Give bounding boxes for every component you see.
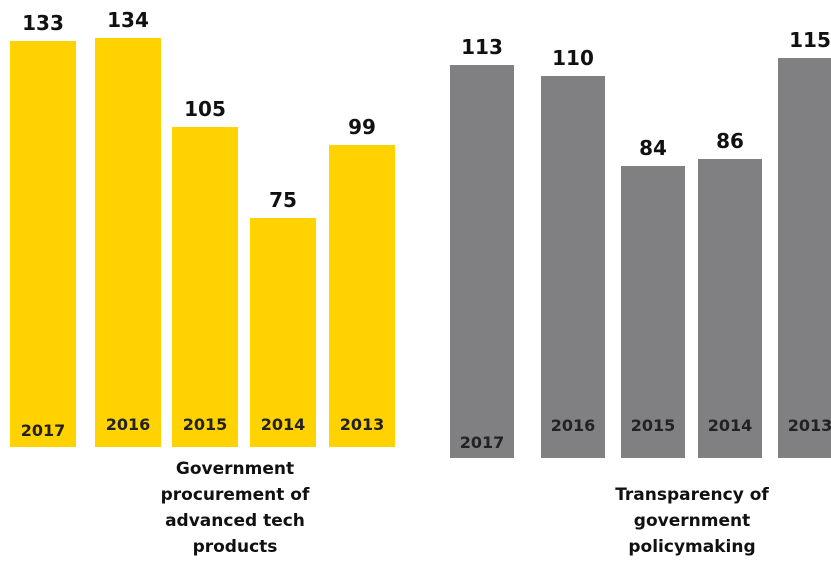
value-label: 105	[184, 96, 226, 121]
value-label: 110	[552, 45, 594, 70]
bar	[10, 41, 76, 447]
chart-title: Transparency of government policymaking	[615, 485, 769, 557]
year-label: 2013	[339, 415, 385, 434]
value-label: 75	[269, 188, 297, 213]
year-label: 2016	[105, 415, 151, 434]
year-label: 2015	[630, 416, 676, 435]
value-label: 84	[639, 136, 667, 161]
bar	[698, 159, 762, 458]
chart-title: Government procurement of advanced tech …	[160, 459, 310, 557]
year-label: 2014	[707, 416, 753, 435]
year-label: 2014	[260, 415, 306, 434]
year-label: 2015	[182, 415, 228, 434]
value-label: 133	[22, 11, 64, 36]
bar	[172, 126, 238, 447]
value-label: 115	[789, 28, 831, 53]
value-label: 134	[107, 8, 149, 33]
value-label: 99	[348, 115, 376, 140]
bar	[250, 218, 316, 447]
year-label: 2016	[550, 416, 596, 435]
bar	[329, 145, 395, 447]
year-label: 2013	[787, 416, 831, 435]
bar	[778, 58, 831, 458]
value-label: 86	[716, 129, 744, 154]
bar	[450, 65, 514, 458]
year-label: 2017	[459, 433, 505, 452]
bar	[621, 166, 685, 458]
year-label: 2017	[20, 421, 66, 440]
bar	[95, 38, 161, 447]
bar	[541, 75, 605, 458]
value-label: 113	[461, 35, 503, 60]
